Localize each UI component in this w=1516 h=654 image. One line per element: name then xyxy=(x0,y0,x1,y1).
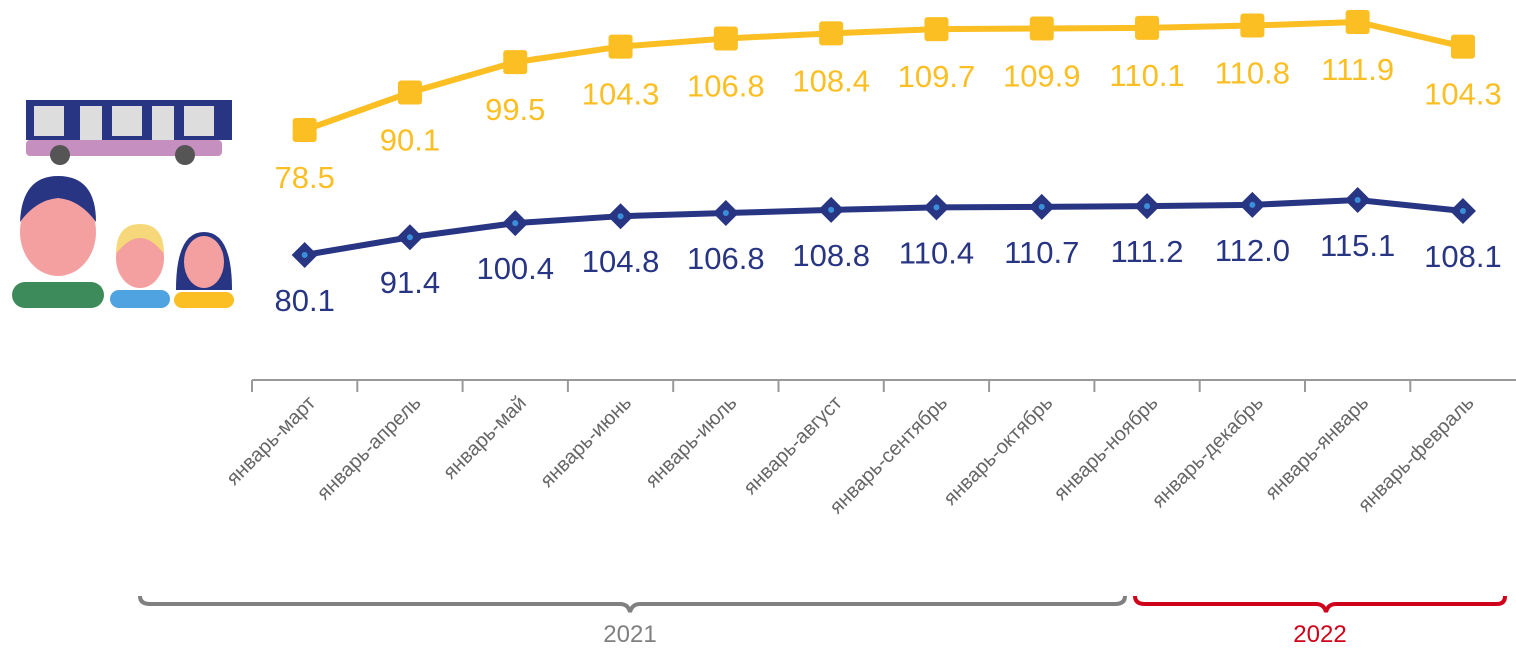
marker xyxy=(293,118,317,142)
value-label: 108.4 xyxy=(792,63,870,98)
value-label: 110.4 xyxy=(899,235,974,270)
value-label: 80.1 xyxy=(274,283,334,318)
x-tick-label: январь-октябрь xyxy=(939,392,1057,510)
value-label: 109.7 xyxy=(898,59,976,94)
value-label: 106.8 xyxy=(687,68,765,103)
page: {"chart_data": {"type": "line", "categor… xyxy=(0,0,1516,654)
x-tick-label: январь-апрель xyxy=(313,392,426,505)
x-tick-label: январь-январь xyxy=(1261,392,1373,504)
people-icon xyxy=(12,176,234,308)
marker xyxy=(924,17,948,41)
marker xyxy=(1451,35,1475,59)
value-label: 99.5 xyxy=(485,92,545,127)
group-label: 2022 xyxy=(1293,621,1346,648)
value-label: 110.7 xyxy=(1004,235,1079,270)
x-tick-label: январь-июнь xyxy=(536,392,636,492)
marker-center xyxy=(512,220,518,226)
value-label: 104.3 xyxy=(582,77,660,112)
x-tick-label: январь-август xyxy=(739,392,846,499)
value-label: 112.0 xyxy=(1215,233,1290,268)
value-label: 106.8 xyxy=(687,241,765,276)
marker xyxy=(503,50,527,74)
marker-center xyxy=(1039,204,1045,210)
marker xyxy=(819,21,843,45)
marker-center xyxy=(933,204,939,210)
bus-icon xyxy=(26,100,232,165)
marker xyxy=(398,81,422,105)
value-label: 91.4 xyxy=(380,265,440,300)
marker-center xyxy=(1144,203,1150,209)
value-label: 115.1 xyxy=(1320,228,1395,263)
value-label: 104.8 xyxy=(582,244,660,279)
value-label: 109.9 xyxy=(1003,58,1081,93)
marker-center xyxy=(1460,208,1466,214)
value-label: 104.3 xyxy=(1424,77,1502,112)
chart: 2021 2022 январь-мартянварь-апрельянварь… xyxy=(0,0,1516,654)
brace-2021 xyxy=(140,596,1125,612)
marker xyxy=(1346,10,1370,34)
x-tick-label: январь-декабрь xyxy=(1148,392,1268,512)
value-label: 111.2 xyxy=(1111,234,1184,269)
value-label: 100.4 xyxy=(476,251,554,286)
marker xyxy=(714,26,738,50)
marker xyxy=(1240,14,1264,38)
marker-center xyxy=(1355,197,1361,203)
marker xyxy=(609,35,633,59)
x-tick-label: январь-март xyxy=(222,392,320,490)
marker-center xyxy=(302,252,308,258)
value-label: 110.8 xyxy=(1215,56,1290,91)
value-label: 78.5 xyxy=(274,160,334,195)
brace-2022 xyxy=(1135,596,1505,612)
value-label: 108.8 xyxy=(792,238,870,273)
value-label: 111.9 xyxy=(1321,52,1394,87)
x-tick-label: январь-сентябрь xyxy=(826,392,952,518)
group-label: 2021 xyxy=(603,621,656,648)
marker-center xyxy=(1249,202,1255,208)
marker xyxy=(1030,16,1054,40)
x-tick-label: январь-февраль xyxy=(1354,392,1479,517)
marker-center xyxy=(723,210,729,216)
value-label: 110.1 xyxy=(1109,58,1184,93)
marker xyxy=(1135,16,1159,40)
x-tick-label: январь-май xyxy=(439,392,531,484)
x-tick-label: январь-июль xyxy=(641,392,741,492)
marker-center xyxy=(618,213,624,219)
marker-center xyxy=(407,234,413,240)
marker-center xyxy=(828,207,834,213)
value-label: 90.1 xyxy=(380,123,440,158)
value-label: 108.1 xyxy=(1424,239,1502,274)
x-tick-label: январь-ноябрь xyxy=(1050,392,1163,505)
